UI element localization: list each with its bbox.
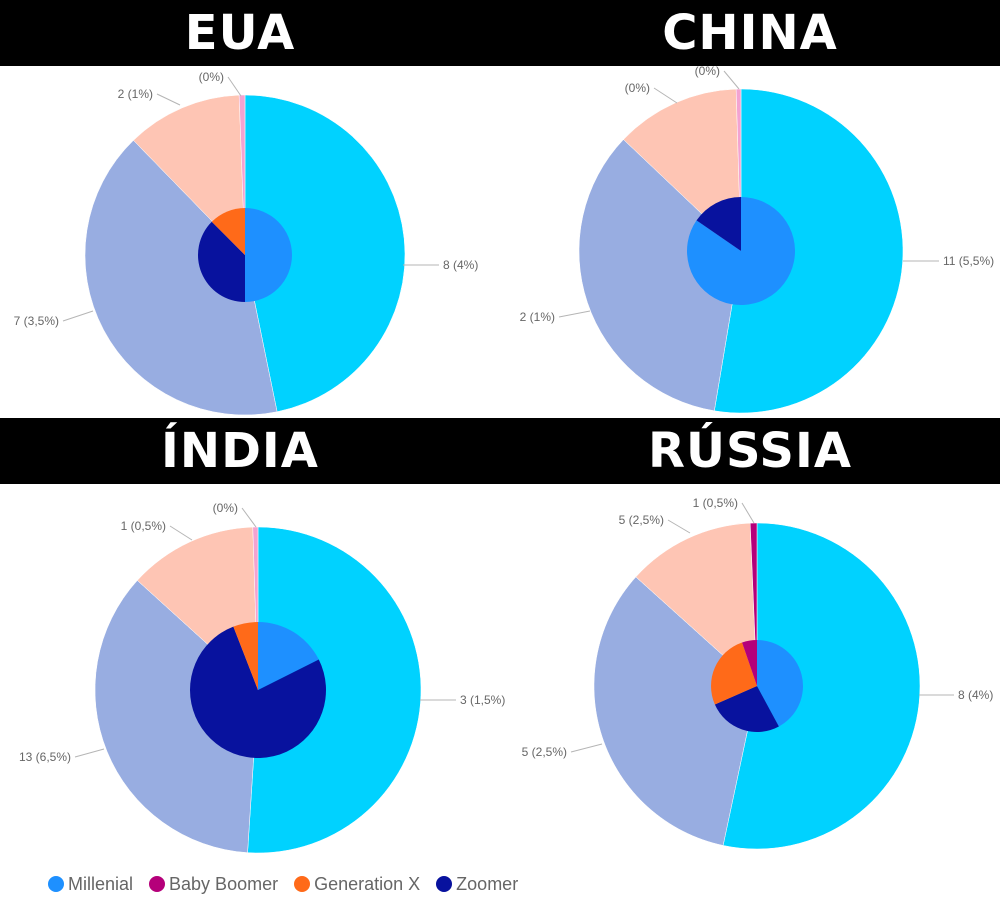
top-banner [0,0,1000,66]
leader-line [227,76,242,97]
legend-item: Zoomer [436,874,518,895]
leader-line [62,310,94,322]
data-label: 13 (6,5%) [19,750,71,764]
data-label: 8 (4%) [958,688,993,702]
pie-chart-1: 11 (5,5%) 2 (1%) (0%) (0%) [520,64,994,414]
leader-line [570,743,603,753]
data-label: 1 (0,5%) [121,519,166,533]
data-label: (0%) [213,501,238,515]
outer-slice-millenial [722,522,921,850]
inner-slice-millenial [757,640,803,727]
data-label: 2 (1%) [118,87,153,101]
inner-slice-baby-boomer [742,640,757,686]
data-label: 7 (3,5%) [14,314,59,328]
chart-title-eua: EUA [184,5,296,61]
data-label: 8 (4%) [443,258,478,272]
legend-label: Generation X [314,873,421,894]
outer-slice-millenial [244,94,406,413]
inner-slice-zoomer [190,626,326,759]
outer-slice-zoomer [94,580,259,853]
data-label: (0%) [625,81,650,95]
chart-title-india: ÍNDIA [161,423,319,479]
inner-slice-millenial [258,622,319,690]
legend-item: Generation X [294,874,420,895]
data-label: 5 (2,5%) [619,513,664,527]
inner-slice-millenial [686,197,795,305]
data-label: 5 (2,5%) [522,745,567,759]
outer-slice-zoomer [593,576,758,846]
bottom-banner [0,418,1000,484]
leader-line [741,502,755,524]
leader-line [156,93,181,106]
leader-line [723,70,740,90]
data-label: (0%) [199,70,224,84]
inner-slice-zoomer [714,686,779,732]
legend-item: Millenial [48,874,133,895]
outer-slice-generation-x [133,94,246,256]
leader-line [74,748,105,758]
outer-slice-zoomer [578,139,742,412]
legend-item: Baby Boomer [149,874,278,895]
data-label: 1 (0,5%) [693,496,738,510]
inner-slice-generation-x [233,622,258,690]
outer-slice-zoomer [84,139,278,416]
data-label: 3 (1,5%) [460,693,505,707]
outer-slice-millenial [714,88,904,414]
legend: Millenial Baby Boomer Generation X Zoome… [48,872,518,896]
legend-label: Zoomer [456,873,519,894]
leader-line [667,519,691,534]
data-label: 2 (1%) [520,310,555,324]
leader-line [169,525,193,541]
leader-line [241,507,257,528]
pie-chart-3: 8 (4%) 5 (2,5%) 5 (2,5%) 1 (0,5%) [522,496,993,850]
legend-label: Millenial [68,873,134,894]
legend-marker [436,876,453,892]
legend-marker [294,876,311,892]
data-label: 11 (5,5%) [943,254,994,268]
inner-slice-zoomer [696,197,741,251]
inner-slice-generation-x [711,642,757,705]
pie-chart-2: 3 (1,5%) 13 (6,5%) 1 (0,5%) (0%) [19,501,505,854]
outer-slice-generation-x [635,522,758,687]
inner-slice-zoomer [197,221,245,302]
pie-chart-0: 8 (4%) 7 (3,5%) 2 (1%) (0%) [14,70,478,416]
outer-slice-millenial [247,526,422,854]
legend-label: Baby Boomer [169,873,279,894]
data-label: (0%) [695,64,720,78]
chart-title-russia: RÚSSIA [648,423,852,479]
legend-marker [48,876,64,892]
chart-title-china: CHINA [662,5,838,61]
inner-slice-generation-x [211,208,245,255]
leader-line [653,87,678,104]
legend-marker [149,876,166,892]
inner-slice-millenial [245,208,292,302]
leader-line [558,310,591,318]
